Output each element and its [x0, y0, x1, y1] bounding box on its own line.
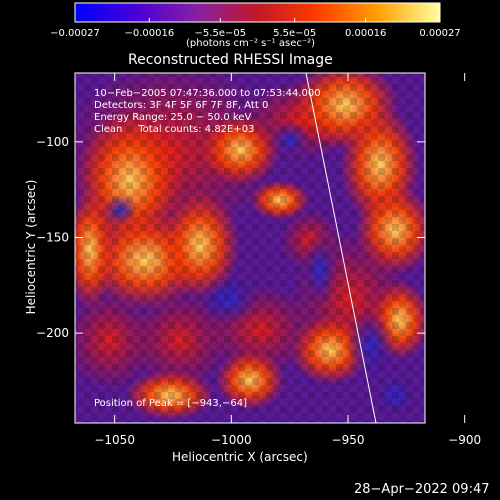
heatmap-image — [75, 73, 425, 423]
colorbar-unit-label: (photons cm⁻² s⁻¹ asec⁻²) — [186, 38, 316, 49]
colorbar-tick-label: 0.00016 — [345, 28, 386, 39]
colorbar-tick-label: −0.00016 — [124, 28, 174, 39]
y-tick-label: −150 — [36, 230, 69, 244]
x-tick-label: −950 — [332, 433, 365, 447]
chart-title: Reconstructed RHESSI Image — [128, 52, 333, 68]
annotation-clean-counts: Clean Total counts: 4.82E+03 — [94, 124, 255, 135]
colorbar-tick-label: 0.00027 — [419, 28, 460, 39]
y-tick-label: −200 — [36, 326, 69, 340]
colorbar-tick-label: −0.00027 — [50, 28, 100, 39]
colorbar: −0.00027 −0.00016 −5.5e−05 5.5e−05 0.00016 0.… — [50, 2, 461, 39]
annotation-peak-position: Position of Peak = [−943,−64] — [94, 398, 247, 409]
annotation-detectors: Detectors: 3F 4F 5F 6F 7F 8F, Att 0 — [94, 100, 269, 111]
colorbar-tick-label: 5.5e−05 — [273, 28, 316, 39]
x-tick-label: −1050 — [94, 433, 135, 447]
plot-frame — [74, 72, 426, 424]
annotation-energy-range: Energy Range: 25.0 − 50.0 keV — [94, 112, 252, 123]
footer-timestamp: 28−Apr−2022 09:47 — [354, 482, 490, 497]
y-tick-label: −100 — [36, 135, 69, 149]
y-axis-label: Heliocentric Y (arcsec) — [24, 179, 38, 315]
solar-limb-line — [305, 72, 377, 424]
x-tick-label: −1000 — [211, 433, 252, 447]
annotation-time-range: 10−Feb−2005 07:47:36.000 to 07:53:44.000 — [94, 88, 321, 99]
colorbar-tick-label: −5.5e−05 — [195, 28, 247, 39]
colorbar-gradient — [74, 2, 441, 23]
x-tick-label: −900 — [448, 433, 481, 447]
x-axis-label: Heliocentric X (arcsec) — [172, 450, 308, 464]
